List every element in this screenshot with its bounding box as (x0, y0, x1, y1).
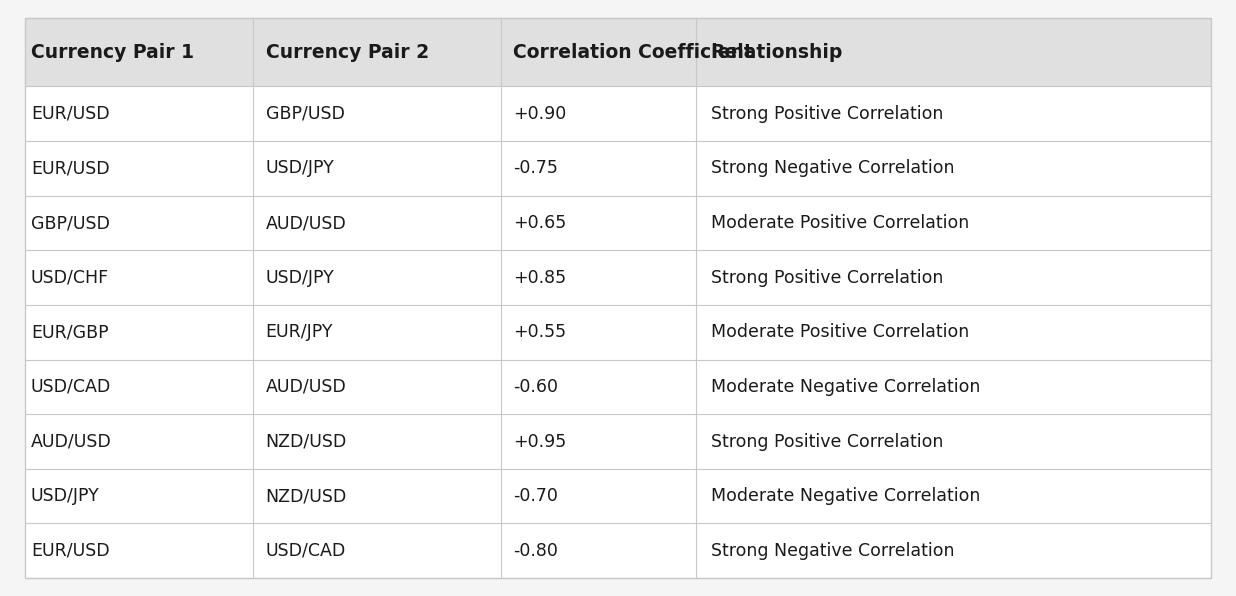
Text: Strong Negative Correlation: Strong Negative Correlation (711, 542, 954, 560)
Text: Moderate Positive Correlation: Moderate Positive Correlation (711, 214, 969, 232)
Text: USD/JPY: USD/JPY (266, 269, 335, 287)
Text: -0.75: -0.75 (513, 159, 557, 178)
Text: USD/JPY: USD/JPY (31, 487, 100, 505)
Text: Moderate Negative Correlation: Moderate Negative Correlation (711, 487, 980, 505)
Text: Moderate Positive Correlation: Moderate Positive Correlation (711, 323, 969, 342)
Bar (25, 359, 1211, 414)
Text: GBP/USD: GBP/USD (266, 105, 345, 123)
Bar (25, 86, 1211, 141)
Text: EUR/USD: EUR/USD (31, 105, 110, 123)
Text: EUR/USD: EUR/USD (31, 159, 110, 178)
Text: NZD/USD: NZD/USD (266, 487, 347, 505)
Text: GBP/USD: GBP/USD (31, 214, 110, 232)
Bar (25, 305, 1211, 359)
Text: Strong Negative Correlation: Strong Negative Correlation (711, 159, 954, 178)
Text: +0.55: +0.55 (513, 323, 566, 342)
Text: +0.65: +0.65 (513, 214, 566, 232)
Bar (25, 469, 1211, 523)
Text: AUD/USD: AUD/USD (266, 378, 346, 396)
Text: Strong Positive Correlation: Strong Positive Correlation (711, 433, 943, 451)
Bar (25, 18, 1211, 86)
Bar (25, 141, 1211, 195)
Text: Correlation Coefficient: Correlation Coefficient (513, 43, 753, 61)
Text: +0.85: +0.85 (513, 269, 566, 287)
Text: NZD/USD: NZD/USD (266, 433, 347, 451)
Text: -0.70: -0.70 (513, 487, 557, 505)
Text: EUR/JPY: EUR/JPY (266, 323, 334, 342)
Text: Relationship: Relationship (711, 43, 843, 61)
Bar (25, 523, 1211, 578)
Text: USD/CAD: USD/CAD (266, 542, 346, 560)
Text: -0.80: -0.80 (513, 542, 557, 560)
Bar (25, 195, 1211, 250)
Text: AUD/USD: AUD/USD (31, 433, 111, 451)
Text: EUR/GBP: EUR/GBP (31, 323, 109, 342)
Text: Currency Pair 1: Currency Pair 1 (31, 43, 194, 61)
Text: Moderate Negative Correlation: Moderate Negative Correlation (711, 378, 980, 396)
Bar (25, 250, 1211, 305)
Text: Strong Positive Correlation: Strong Positive Correlation (711, 105, 943, 123)
Text: Strong Positive Correlation: Strong Positive Correlation (711, 269, 943, 287)
Bar (25, 414, 1211, 469)
Text: Currency Pair 2: Currency Pair 2 (266, 43, 429, 61)
Text: AUD/USD: AUD/USD (266, 214, 346, 232)
Text: -0.60: -0.60 (513, 378, 557, 396)
Text: +0.90: +0.90 (513, 105, 566, 123)
Text: USD/CHF: USD/CHF (31, 269, 109, 287)
Text: EUR/USD: EUR/USD (31, 542, 110, 560)
Text: USD/CAD: USD/CAD (31, 378, 111, 396)
Text: USD/JPY: USD/JPY (266, 159, 335, 178)
Text: +0.95: +0.95 (513, 433, 566, 451)
